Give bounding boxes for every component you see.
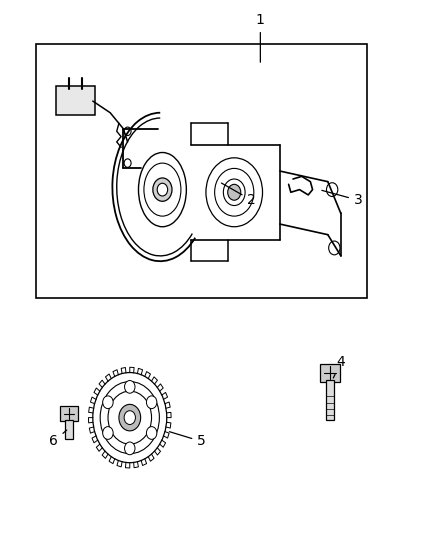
Circle shape bbox=[157, 183, 168, 196]
Text: 5: 5 bbox=[170, 432, 206, 448]
Circle shape bbox=[124, 411, 135, 424]
Bar bbox=[65, 420, 73, 439]
Circle shape bbox=[153, 178, 172, 201]
Circle shape bbox=[124, 381, 135, 393]
Circle shape bbox=[228, 184, 241, 200]
Bar bbox=[36, 44, 367, 298]
Circle shape bbox=[119, 405, 141, 431]
FancyBboxPatch shape bbox=[321, 364, 339, 382]
Circle shape bbox=[124, 442, 135, 455]
Circle shape bbox=[102, 426, 113, 439]
Circle shape bbox=[102, 396, 113, 409]
Bar bbox=[325, 381, 334, 420]
Text: 4: 4 bbox=[333, 355, 345, 378]
FancyBboxPatch shape bbox=[56, 86, 95, 115]
Text: 6: 6 bbox=[49, 430, 67, 448]
Circle shape bbox=[146, 396, 157, 409]
Text: 2: 2 bbox=[222, 183, 256, 207]
Text: 3: 3 bbox=[322, 190, 363, 207]
Text: 1: 1 bbox=[256, 13, 265, 62]
FancyBboxPatch shape bbox=[60, 406, 78, 421]
Circle shape bbox=[146, 426, 157, 439]
